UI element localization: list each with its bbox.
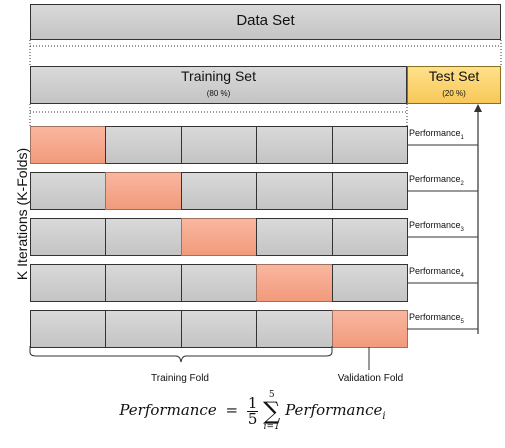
summation: 5 ∑ i=1 — [263, 390, 280, 432]
performance-label: Performance4 — [409, 266, 464, 279]
performance-label: Performance5 — [409, 312, 464, 325]
performance-text: Performance — [409, 312, 461, 322]
training-fold-cell — [105, 126, 182, 164]
training-fold-cell — [331, 126, 408, 164]
fraction-denominator: 5 — [247, 409, 258, 428]
performance-subscript: 5 — [460, 318, 464, 325]
performance-text: Performance — [409, 174, 461, 184]
data-set-label: Data Set — [236, 12, 295, 29]
training-fold-cell — [180, 310, 258, 348]
performance-subscript: 1 — [460, 134, 464, 141]
training-set-percent: (80 %) — [206, 89, 231, 98]
training-fold-cell — [256, 218, 333, 256]
performance-text: Performance — [409, 220, 461, 230]
performance-subscript: 4 — [460, 272, 464, 279]
training-fold-cell — [331, 264, 408, 302]
sum-symbol: ∑ — [263, 397, 281, 425]
validation-fold-cell — [105, 172, 182, 210]
training-fold-cell — [30, 172, 107, 210]
formula-fraction: 1 5 — [246, 393, 259, 428]
training-set-label: Training Set — [181, 68, 256, 84]
performance-subscript: 3 — [460, 226, 464, 233]
performance-label: Performance3 — [409, 220, 464, 233]
formula-lhs: Performance — [119, 401, 217, 419]
performance-formula: Performance = 1 5 5 ∑ i=1 Performancei — [0, 390, 505, 432]
training-fold-cell — [30, 218, 107, 256]
training-fold-cell — [180, 126, 258, 164]
training-fold-cell — [30, 264, 107, 302]
training-fold-cell — [256, 310, 333, 348]
validation-fold-cell — [30, 126, 107, 164]
formula-term: Performance — [285, 401, 383, 419]
data-set-bar — [30, 4, 501, 40]
formula-term-subscript: i — [382, 411, 386, 422]
training-fold-cell — [256, 126, 333, 164]
formula-equals: = — [225, 401, 239, 419]
performance-label: Performance2 — [409, 174, 464, 187]
training-fold-cell — [30, 310, 107, 348]
test-set-bar — [407, 66, 501, 104]
fraction-numerator: 1 — [246, 393, 259, 412]
test-set-percent: (20 %) — [442, 89, 466, 98]
training-fold-cell — [105, 310, 182, 348]
validation-fold-cell — [256, 264, 333, 302]
validation-fold-label: Validation Fold — [337, 373, 404, 384]
training-fold-cell — [180, 264, 258, 302]
performance-text: Performance — [409, 128, 461, 138]
training-fold-cell — [331, 172, 408, 210]
test-set-label: Test Set — [428, 68, 480, 84]
validation-fold-cell — [331, 310, 408, 348]
performance-subscript: 2 — [460, 180, 464, 187]
training-fold-label: Training Fold — [151, 373, 209, 384]
sum-lower: i=1 — [263, 422, 280, 432]
performance-label: Performance1 — [409, 128, 464, 141]
sum-upper: 5 — [268, 390, 275, 400]
validation-fold-cell — [180, 218, 258, 256]
performance-text: Performance — [409, 266, 461, 276]
training-fold-cell — [180, 172, 258, 210]
training-set-bar — [30, 66, 407, 104]
